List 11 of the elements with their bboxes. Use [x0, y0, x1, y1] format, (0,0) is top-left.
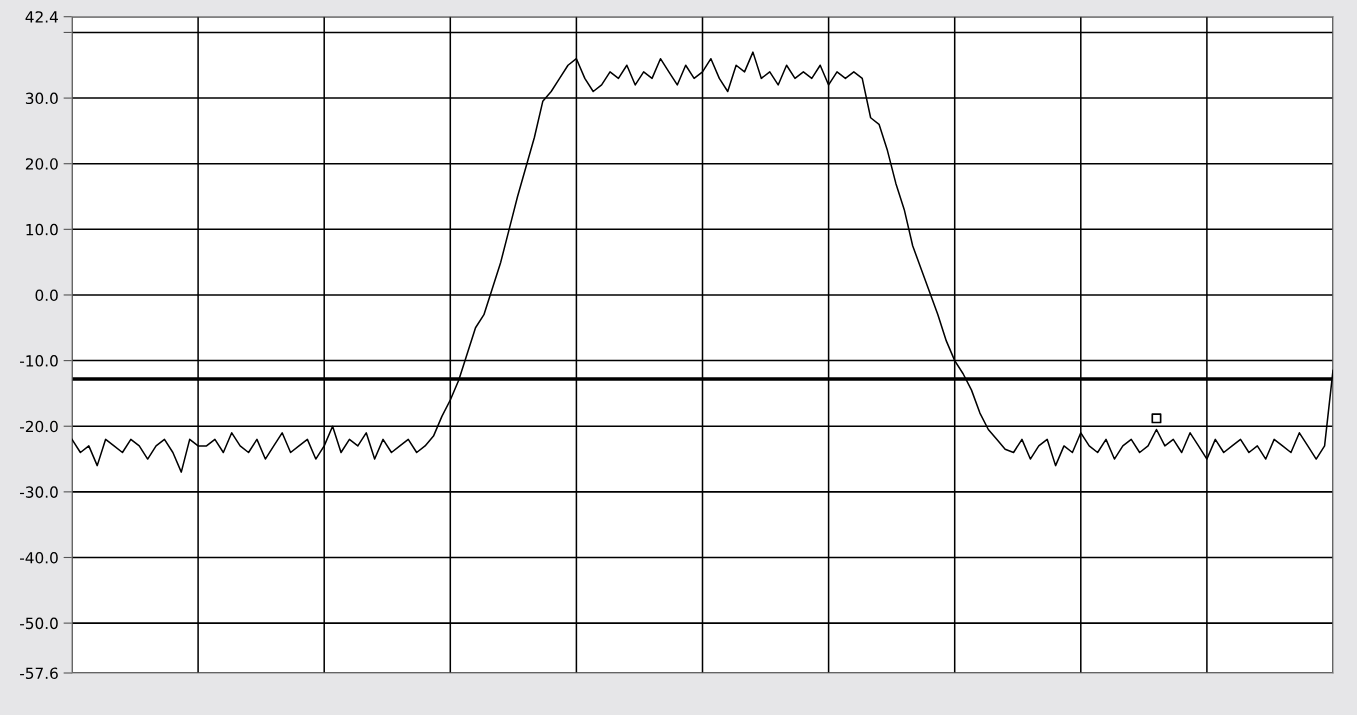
y-tick-label: -57.6 — [20, 667, 58, 680]
y-tick-label: -40.0 — [20, 551, 58, 564]
y-tick-label: -30.0 — [20, 486, 58, 498]
y-tick-label: 20.0 — [25, 158, 58, 170]
y-tick-label: 30.0 — [25, 92, 58, 105]
y-tick-label: 42.4 — [25, 11, 58, 23]
y-tick-label: -50.0 — [20, 617, 58, 630]
y-tick-label: 10.0 — [26, 223, 58, 236]
y-tick-label: 0.0 — [35, 289, 58, 301]
y-tick-label: -20.0 — [20, 420, 58, 433]
y-tick-label: -10.0 — [20, 355, 58, 367]
